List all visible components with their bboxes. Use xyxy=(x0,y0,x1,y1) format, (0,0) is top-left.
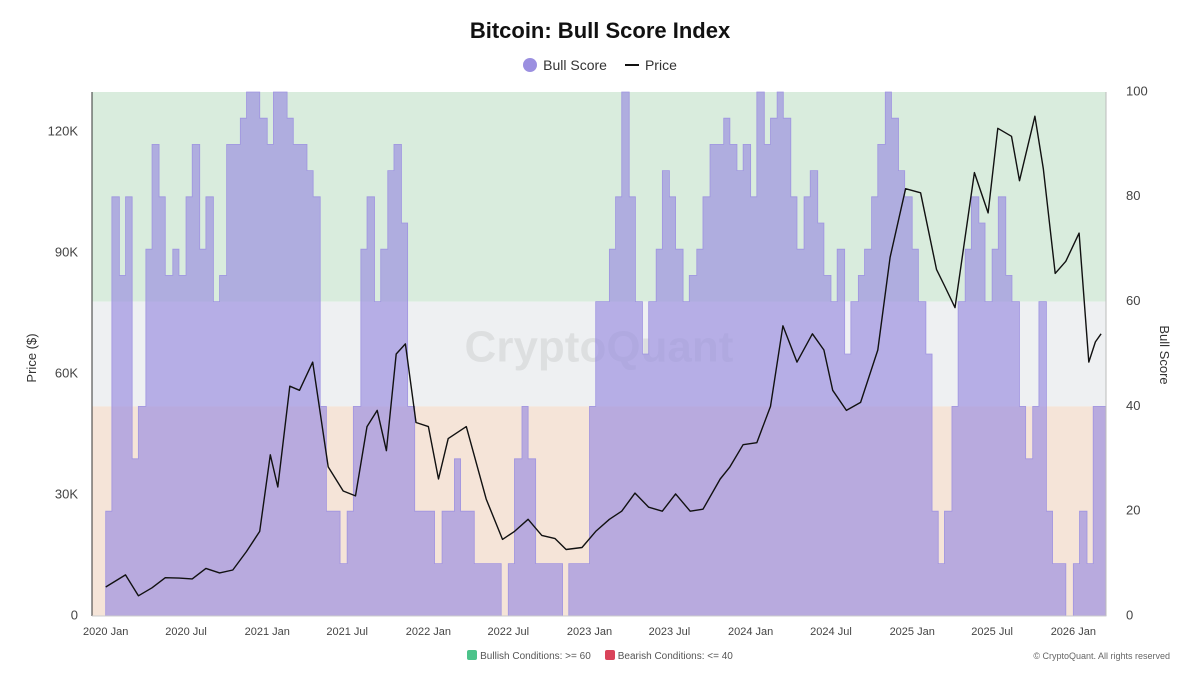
y-tick-label-right: 60 xyxy=(1126,293,1140,308)
y-axis-title-left: Price ($) xyxy=(24,333,39,382)
bull-score-area xyxy=(105,91,1107,617)
x-tick-label: 2025 Jan xyxy=(890,626,935,638)
band-swatch-bullish xyxy=(467,650,478,660)
copyright: © CryptoQuant. All rights reserved xyxy=(1033,651,1170,661)
y-tick-label-left: 60K xyxy=(55,366,78,381)
x-tick-label: 2021 Jan xyxy=(245,626,290,638)
band-label-bearish: Bearish Conditions: <= 40 xyxy=(617,651,733,662)
x-tick-label: 2022 Jul xyxy=(487,626,529,638)
y-tick-label-right: 20 xyxy=(1126,503,1140,518)
y-axis-title-right: Bull Score xyxy=(1157,325,1172,384)
x-tick-label: 2020 Jan xyxy=(83,626,128,638)
legend-label-bull-score: Bull Score xyxy=(543,57,607,73)
y-tick-label-left: 30K xyxy=(55,487,78,502)
y-tick-label-right: 80 xyxy=(1126,188,1140,203)
chart-title: Bitcoin: Bull Score Index xyxy=(469,18,731,43)
legend-label-price: Price xyxy=(644,57,677,73)
x-tick-label: 2024 Jul xyxy=(810,626,852,638)
band-swatch-bearish xyxy=(604,650,615,660)
legend-item-price[interactable]: Price xyxy=(624,57,677,73)
x-tick-label: 2021 Jul xyxy=(326,626,368,638)
y-tick-label-right: 40 xyxy=(1126,398,1140,413)
band-legend-bullish: Bullish Conditions: >= 60 xyxy=(467,650,591,662)
band-label-bullish: Bullish Conditions: >= 60 xyxy=(480,651,591,662)
x-tick-label: 2022 Jan xyxy=(406,626,451,638)
y-tick-label-left: 90K xyxy=(55,245,78,260)
legend-item-bull-score[interactable]: Bull Score xyxy=(523,57,607,73)
legend-swatch-price xyxy=(624,64,639,66)
x-tick-label: 2026 Jan xyxy=(1051,626,1096,638)
x-tick-label: 2025 Jul xyxy=(971,626,1013,638)
x-tick-label: 2020 Jul xyxy=(165,626,207,638)
y-tick-label-left: 120K xyxy=(48,124,79,139)
x-tick-label: 2024 Jan xyxy=(728,626,773,638)
y-tick-label-left: 0 xyxy=(71,607,78,622)
y-tick-label-right: 100 xyxy=(1126,83,1148,98)
y-tick-label-right: 0 xyxy=(1126,607,1133,622)
price-line xyxy=(105,115,1102,597)
x-tick-label: 2023 Jul xyxy=(649,626,691,638)
band-legend-bearish: Bearish Conditions: <= 40 xyxy=(604,650,733,662)
band-legend: Bullish Conditions: >= 60 Bearish Condit… xyxy=(0,650,1200,662)
x-tick-label: 2023 Jan xyxy=(567,626,612,638)
legend-swatch-bull-score xyxy=(523,58,538,72)
legend: Bull Score Price xyxy=(0,57,1200,73)
